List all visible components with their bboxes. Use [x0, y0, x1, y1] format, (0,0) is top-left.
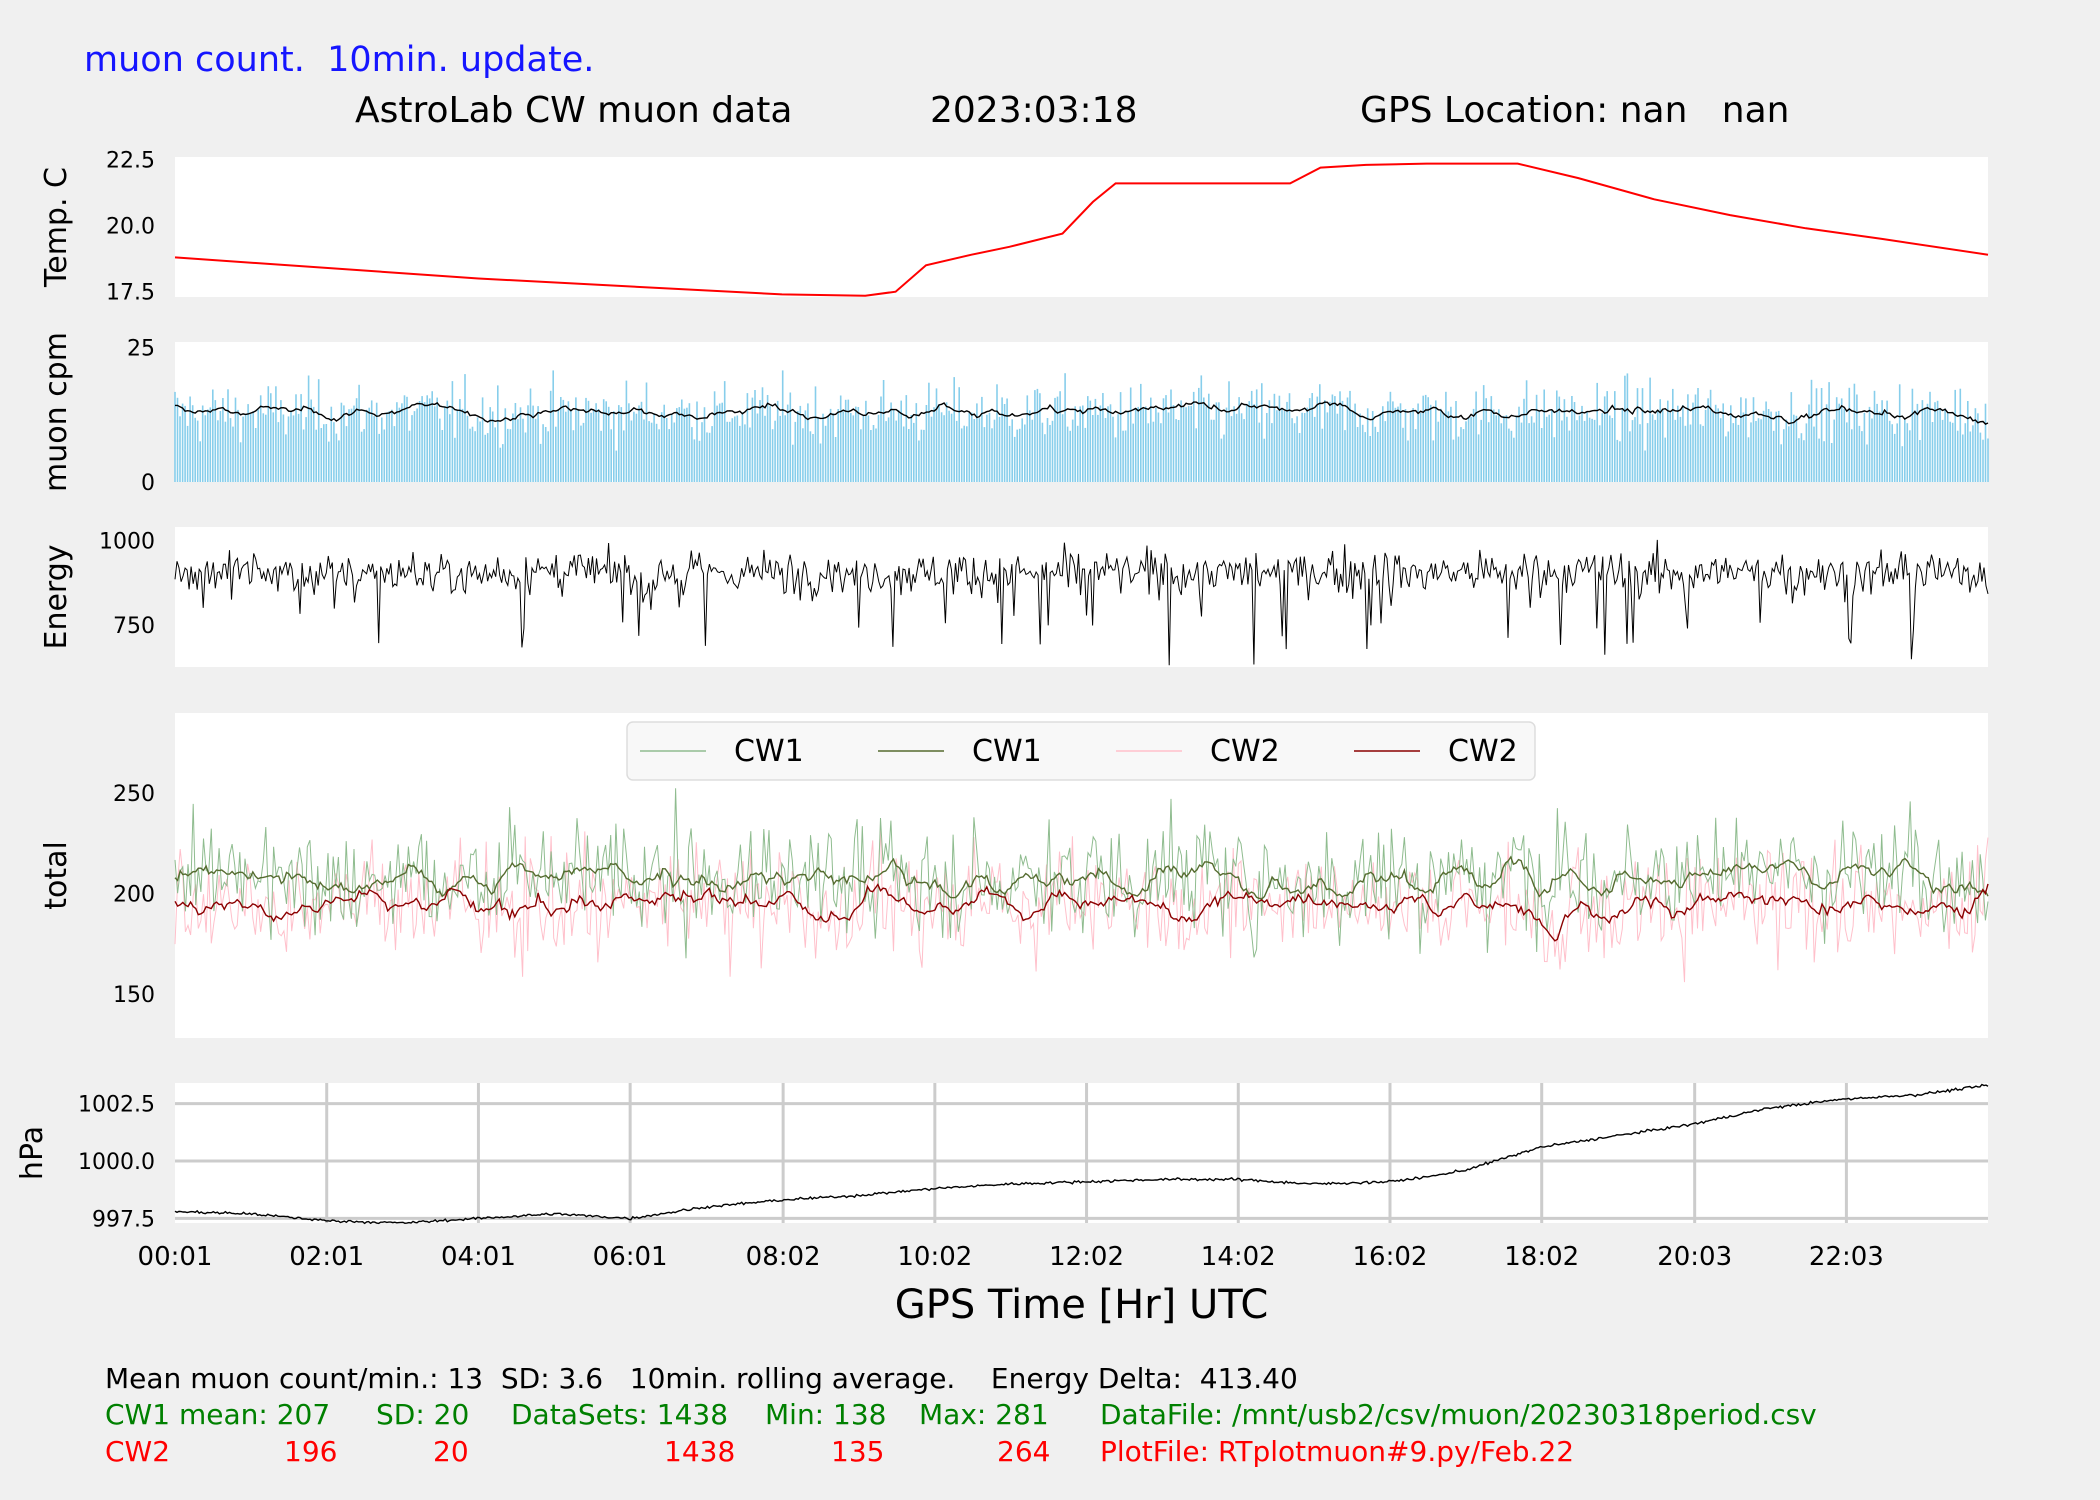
cw1-average-line — [174, 855, 1989, 900]
legend-label: CW1 — [972, 734, 1042, 769]
cw1-mean-label: CW1 mean: 207 — [105, 1398, 331, 1431]
plot-file: PlotFile: RTplotmuon#9.py/Feb.22 — [1100, 1435, 1575, 1468]
legend-label: CW2 — [1448, 734, 1518, 769]
xlabel: GPS Time [Hr] UTC — [895, 1282, 1269, 1328]
stats-summary-line: Mean muon count/min.: 13 SD: 3.6 10min. … — [105, 1362, 1298, 1395]
ylabel: muon cpm — [39, 332, 74, 492]
ytick-label: 1000.0 — [78, 1150, 155, 1175]
xtick-label: 22:03 — [1809, 1242, 1884, 1272]
cw2-datasets: 1438 — [664, 1435, 736, 1468]
xtick-label: 02:01 — [289, 1242, 364, 1272]
ytick-label: 997.5 — [92, 1207, 155, 1232]
xtick-label: 12:02 — [1049, 1242, 1124, 1272]
ylabel: Temp. C — [39, 167, 74, 288]
plot-area-0 — [175, 157, 1988, 297]
xtick-label: 16:02 — [1353, 1242, 1428, 1272]
ytick-label: 1002.5 — [78, 1093, 155, 1118]
cw1-datasets: DataSets: 1438 — [511, 1398, 729, 1431]
data-file: DataFile: /mnt/usb2/csv/muon/20230318per… — [1100, 1398, 1817, 1431]
ytick-label: 1000 — [99, 529, 155, 554]
ytick-label: 0 — [141, 471, 155, 496]
ytick-label: 17.5 — [106, 281, 155, 306]
update-label: muon count. 10min. update. — [84, 40, 595, 80]
ytick-label: 25 — [127, 336, 155, 361]
ylabel: Energy — [39, 544, 74, 649]
xtick-label: 14:02 — [1201, 1242, 1276, 1272]
legend-label: CW1 — [734, 734, 804, 769]
ytick-label: 200 — [113, 883, 155, 908]
xtick-label: 08:02 — [746, 1242, 821, 1272]
legend-box — [626, 721, 1536, 781]
energy-line — [174, 539, 1989, 666]
muon-rolling-average-line — [175, 401, 1989, 425]
legend-label: CW2 — [1210, 734, 1280, 769]
xtick-label: 06:01 — [593, 1242, 668, 1272]
cw2-max: 264 — [997, 1435, 1051, 1468]
cw2-sd: 20 — [433, 1435, 469, 1468]
ylabel: hPa — [15, 1126, 50, 1180]
ytick-label: 20.0 — [106, 215, 155, 240]
ytick-label: 150 — [113, 983, 155, 1008]
xtick-label: 04:01 — [441, 1242, 516, 1272]
ytick-label: 250 — [113, 782, 155, 807]
cw2-label: CW2 — [105, 1435, 171, 1468]
xtick-label: 10:02 — [897, 1242, 972, 1272]
cw2-mean: 196 — [284, 1435, 338, 1468]
xtick-label: 00:01 — [138, 1242, 213, 1272]
gps-location: GPS Location: nan nan — [1360, 90, 1790, 131]
pressure-line — [174, 1083, 1989, 1225]
xtick-label: 18:02 — [1504, 1242, 1579, 1272]
ytick-label: 22.5 — [106, 149, 155, 174]
cw2-min: 135 — [831, 1435, 885, 1468]
chart-title: AstroLab CW muon data — [355, 90, 793, 131]
cw1-max: Max: 281 — [919, 1398, 1049, 1431]
ytick-label: 750 — [113, 614, 155, 639]
plot-area-2 — [175, 527, 1988, 667]
cw2-average-line — [174, 883, 1989, 942]
legend: CW1 CW1 CW2 CW2 — [626, 721, 1536, 781]
cw1-sd: SD: 20 — [376, 1398, 470, 1431]
cw1-min: Min: 138 — [765, 1398, 887, 1431]
temperature-line — [174, 162, 1989, 297]
chart-date: 2023:03:18 — [930, 90, 1138, 131]
xtick-label: 20:03 — [1657, 1242, 1732, 1272]
ylabel: total — [39, 841, 74, 910]
